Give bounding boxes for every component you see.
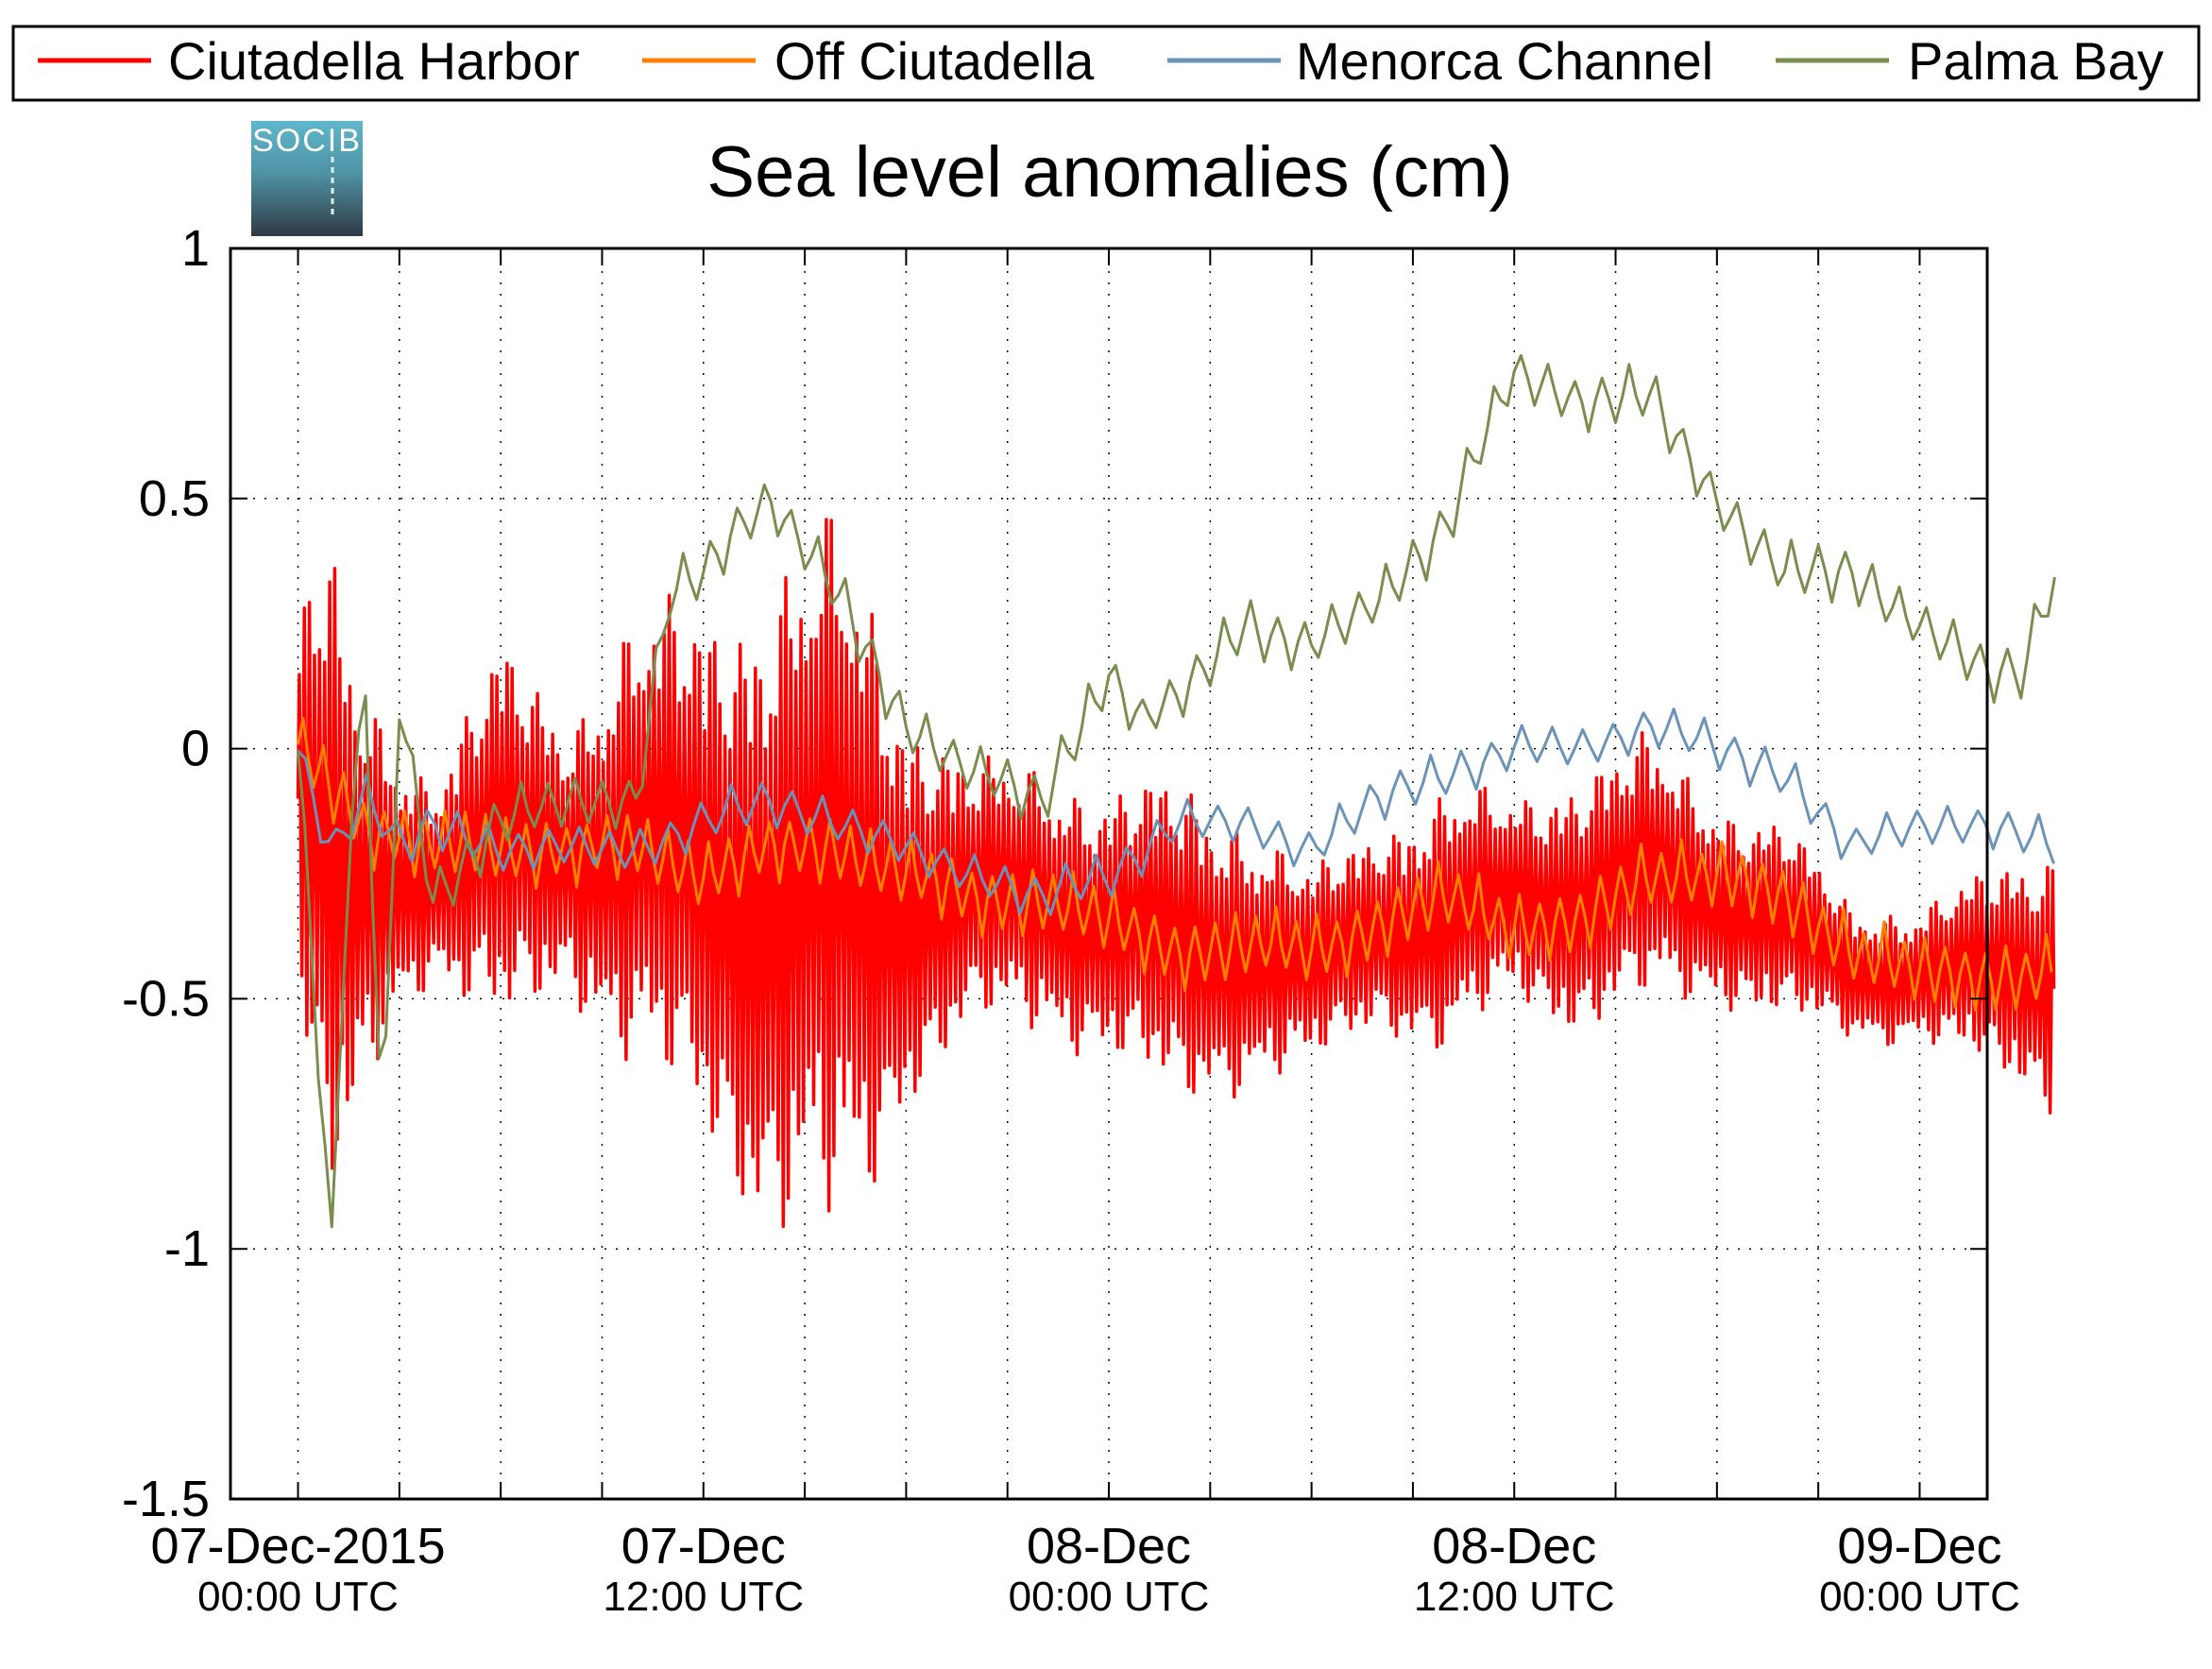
x-tick-label-date: 08-Dec [1027,1518,1191,1575]
series-line-palma-bay [297,353,2056,1229]
x-tick-label-time: 12:00 UTC [1414,1574,1615,1620]
y-tick-labels: 1 0.5 0 -0.5 -1 -1.5 [122,220,210,1527]
x-tick-label-date: 09-Dec [1837,1518,2001,1575]
x-tick-label-time: 12:00 UTC [603,1574,804,1620]
x-tick-label-date: 07-Dec [621,1518,786,1575]
legend-box [11,25,2201,102]
y-tick-label: 0 [181,721,210,777]
x-tick-label-time: 00:00 UTC [1009,1574,1210,1620]
legend-label-ciutadella-harbor: Ciutadella Harbor [168,31,580,91]
chart-title: Sea level anomalies (cm) [706,132,1512,213]
socib-logo: SOCIB [251,121,363,236]
x-tick-label-date: 08-Dec [1432,1518,1596,1575]
series-line-menorca-channel [297,707,2056,916]
series-line-off-ciutadella [297,716,2053,1012]
logo-background [251,121,363,236]
legend-label-menorca-channel: Menorca Channel [1296,31,1713,91]
series-layer [296,353,2056,1229]
legend: Ciutadella Harbor Off Ciutadella Menorca… [11,25,2201,102]
y-tick-label: -1.5 [122,1471,210,1527]
legend-label-palma-bay: Palma Bay [1908,31,2164,91]
y-tick-label: -0.5 [122,970,210,1027]
logo-text: SOCIB [252,123,362,159]
x-tick-label-time: 00:00 UTC [1819,1574,2020,1620]
y-tick-label: -1 [164,1220,210,1277]
legend-label-off-ciutadella: Off Ciutadella [774,31,1095,91]
y-tick-label: 1 [181,220,210,277]
x-tick-label-time: 00:00 UTC [197,1574,399,1620]
y-tick-label: 0.5 [139,470,210,527]
x-tick-label-date: 07-Dec-2015 [150,1518,445,1575]
axis-ticks [230,247,1987,1500]
